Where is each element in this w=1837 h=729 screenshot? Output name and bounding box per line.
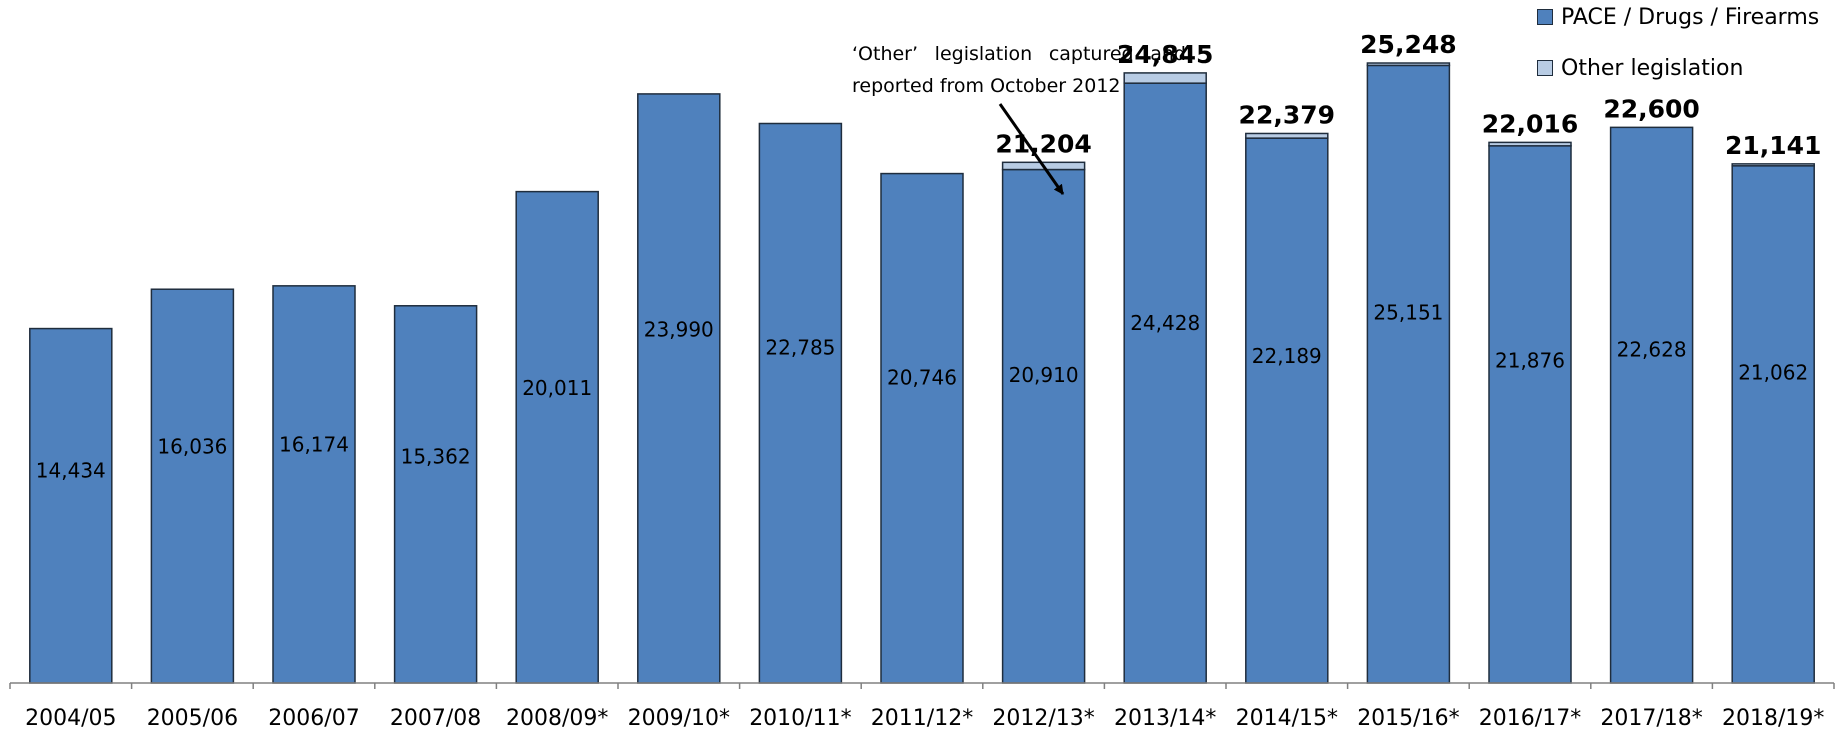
annotation-text: ‘Other’ legislation captured and reporte… (852, 38, 1186, 102)
bar-pace-200910 (637, 93, 721, 684)
x-tick-label: 2012/13* (992, 706, 1094, 729)
bar-total-label: 25,248 (1360, 30, 1456, 59)
bar-other-201415 (1245, 132, 1329, 139)
bars-group: 14,434 16,036 16,174 15,362 20,011 23,990 22,7… (29, 30, 1821, 684)
bar-pace-201314 (1123, 82, 1207, 684)
bar-total-label: 22,016 (1482, 109, 1578, 138)
bar-total-label: 21,141 (1725, 131, 1821, 160)
legend-swatch-pace (1537, 9, 1553, 25)
x-tick-label: 2009/10* (628, 706, 730, 729)
legend-swatch-other (1537, 60, 1553, 76)
bar-value-label: 20,910 (1009, 363, 1079, 387)
bar-total-label: 22,379 (1239, 100, 1335, 129)
bar-other-201314 (1123, 72, 1207, 84)
x-tick-label: 2010/11* (749, 706, 851, 729)
bar-pace-200809 (515, 190, 599, 684)
bar-pace-201011 (758, 122, 843, 684)
bar-value-label: 21,062 (1738, 361, 1808, 385)
legend-label-pace: PACE / Drugs / Firearms (1561, 4, 1820, 30)
annotation-line-1: ‘Other’ legislation captured and (852, 43, 1186, 65)
x-tick-label: 2013/14* (1114, 706, 1216, 729)
bar-pace-200405 (29, 327, 113, 684)
bar-pace-200506 (150, 288, 235, 684)
legend-item-other: Other legislation (1537, 55, 1819, 81)
legend: PACE / Drugs / Firearms Other legislatio… (1537, 4, 1819, 106)
x-tick-label: 2005/06 (147, 706, 238, 729)
bar-pace-201617 (1488, 145, 1572, 684)
x-tick-label: 2008/09* (506, 706, 608, 729)
x-tick-label: 2016/17* (1479, 706, 1581, 729)
bar-other-201819 (1731, 163, 1815, 167)
bar-value-label: 21,876 (1495, 349, 1565, 373)
bar-value-label: 20,746 (887, 365, 957, 389)
bar-value-label: 23,990 (644, 318, 714, 342)
bar-other-201617 (1488, 141, 1572, 147)
bar-pace-201718 (1609, 126, 1694, 684)
bar-total-label: 24,845 (1117, 40, 1213, 69)
bar-value-label: 24,428 (1130, 311, 1200, 335)
bar-pace-200607 (272, 285, 356, 684)
bar-value-label: 16,174 (279, 433, 349, 457)
x-tick-label: 2017/18* (1600, 706, 1702, 729)
x-tick-label: 2014/15* (1236, 706, 1338, 729)
legend-label-other: Other legislation (1561, 55, 1744, 81)
legend-item-pace: PACE / Drugs / Firearms (1537, 4, 1819, 30)
bar-total-label: 21,204 (995, 129, 1091, 158)
bar-pace-201213 (1001, 168, 1086, 684)
x-tick-label: 2007/08 (390, 706, 481, 729)
x-tick-label: 2006/07 (268, 706, 359, 729)
x-tick-label: 2004/05 (25, 706, 116, 729)
bar-value-label: 15,362 (401, 445, 471, 469)
bar-value-label: 22,628 (1617, 338, 1687, 362)
bar-value-label: 16,036 (157, 435, 227, 459)
bar-pace-201819 (1731, 165, 1815, 684)
annotation-line-2: reported from October 2012 (852, 75, 1121, 97)
bar-pace-201516 (1366, 64, 1451, 684)
bar-total-label: 22,600 (1603, 94, 1699, 123)
bar-pace-200708 (393, 305, 478, 684)
bar-value-label: 22,785 (765, 335, 835, 359)
bar-value-label: 22,189 (1252, 344, 1322, 368)
bar-value-label: 20,011 (522, 376, 592, 400)
x-tick-label: 2011/12* (871, 706, 973, 729)
x-axis: 2004/05 2005/06 2006/07 2007/08 2008/09* 2009… (9, 682, 1835, 729)
bar-other-201516 (1366, 62, 1451, 67)
bar-pace-201415 (1245, 137, 1329, 684)
bar-value-label: 14,434 (36, 458, 106, 482)
bar-value-label: 25,151 (1373, 300, 1443, 324)
bar-pace-201112 (880, 172, 964, 684)
x-tick-label: 2018/19* (1722, 706, 1824, 729)
annotation-arrow (998, 103, 1065, 195)
x-tick-label: 2015/16* (1357, 706, 1459, 729)
